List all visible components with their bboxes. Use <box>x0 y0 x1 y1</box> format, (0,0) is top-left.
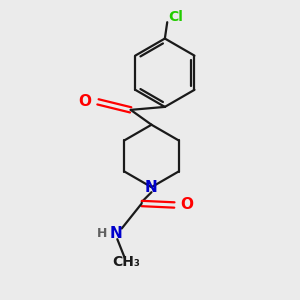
Text: Cl: Cl <box>168 10 183 24</box>
Text: CH₃: CH₃ <box>112 255 140 269</box>
Text: N: N <box>145 180 158 195</box>
Text: O: O <box>180 197 193 212</box>
Text: N: N <box>110 226 122 241</box>
Text: H: H <box>97 227 107 240</box>
Text: O: O <box>78 94 92 109</box>
